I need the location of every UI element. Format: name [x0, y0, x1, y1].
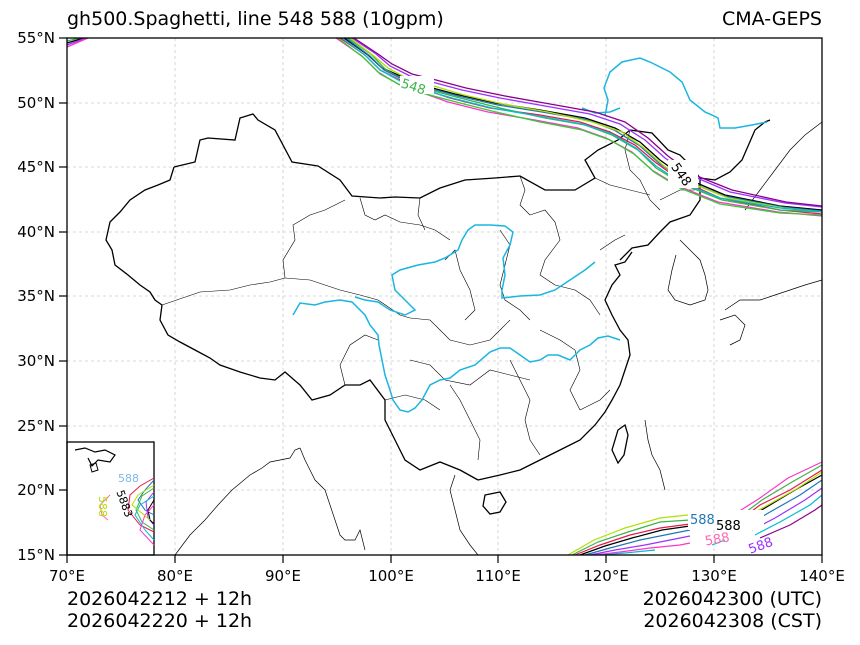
valid-time-utc: 2026042300 (UTC)	[642, 588, 822, 610]
yangtze-river	[292, 299, 621, 413]
contour-label-588-d: 588	[747, 535, 775, 558]
amur-river	[603, 57, 768, 129]
svg-text:120°E: 120°E	[583, 567, 629, 585]
svg-text:55°N: 55°N	[17, 29, 55, 47]
svg-text:30°N: 30°N	[17, 352, 55, 370]
contour-labels: 548 548 588 588 588 588	[399, 76, 775, 558]
svg-text:70°E: 70°E	[49, 567, 85, 585]
contour-label-588-b: 588	[716, 519, 741, 534]
x-tick-labels: 70°E 80°E 90°E 100°E 110°E 120°E 130°E 1…	[49, 567, 845, 585]
init-time-block: 2026042212 + 12h 2026042220 + 12h	[67, 588, 252, 632]
contour-548-nw-corner	[66, 37, 89, 48]
svg-text:100°E: 100°E	[368, 567, 414, 585]
svg-text:80°E: 80°E	[157, 567, 193, 585]
contour-548-ensemble	[335, 37, 823, 217]
init-time-cst: 2026042220 + 12h	[67, 610, 253, 632]
inset-label-588-a: 588	[118, 472, 139, 485]
svg-text:15°N: 15°N	[17, 546, 55, 564]
svg-text:110°E: 110°E	[475, 567, 521, 585]
svg-text:40°N: 40°N	[17, 223, 55, 241]
yellow-river	[354, 224, 596, 316]
rivers	[292, 57, 768, 413]
tick-marks	[59, 37, 823, 563]
svg-text:50°N: 50°N	[17, 94, 55, 112]
svg-text:45°N: 45°N	[17, 158, 55, 176]
valid-time-cst: 2026042308 (CST)	[643, 610, 822, 632]
valid-time-block: 2026042300 (UTC) 2026042308 (CST)	[643, 588, 822, 632]
plot-frame	[66, 37, 823, 556]
svg-text:130°E: 130°E	[691, 567, 737, 585]
coastlines	[174, 121, 823, 556]
gridlines	[67, 38, 822, 555]
contour-label-548-a: 548	[399, 77, 427, 99]
model-name: CMA-GEPS	[721, 8, 822, 30]
init-time-utc: 2026042212 + 12h	[67, 588, 253, 610]
svg-text:35°N: 35°N	[17, 287, 55, 305]
svg-text:20°N: 20°N	[17, 481, 55, 499]
svg-text:90°E: 90°E	[265, 567, 301, 585]
contour-label-588-a: 588	[690, 513, 715, 528]
contour-label-588-c: 588	[704, 530, 731, 549]
svg-text:140°E: 140°E	[799, 567, 845, 585]
south-china-sea-inset: 588 588 5883	[66, 441, 155, 556]
svg-text:25°N: 25°N	[17, 417, 55, 435]
chart-title: gh500.Spaghetti, line 548 588 (10gpm)	[67, 8, 444, 30]
province-borders	[161, 129, 695, 461]
y-tick-labels: 55°N 50°N 45°N 40°N 35°N 30°N 25°N 20°N …	[17, 29, 55, 564]
inset-label-588-b: 588	[96, 496, 109, 517]
